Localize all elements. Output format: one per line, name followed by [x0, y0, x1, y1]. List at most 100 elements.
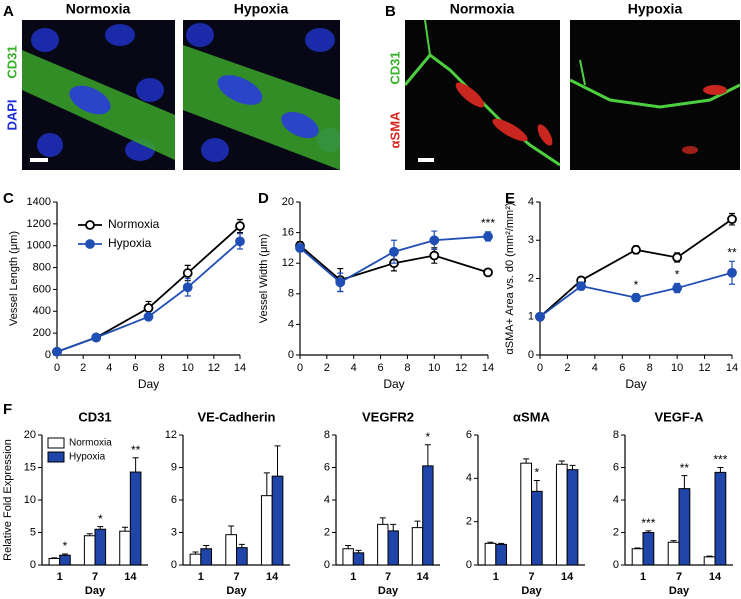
bar [667, 541, 680, 566]
y-tick-label: 800 [33, 261, 51, 273]
marker [631, 292, 641, 303]
x-axis-label: Day [625, 377, 646, 391]
x-tick-label: 8 [159, 362, 165, 374]
marker [182, 268, 193, 278]
annotation: * [98, 512, 103, 526]
marker [295, 242, 305, 253]
y-tick-label: 4 [466, 472, 472, 484]
legend-label: Hypoxia [108, 236, 152, 250]
annotation: * [535, 466, 540, 480]
x-tick-label: 6 [619, 362, 625, 374]
stain-label: αSMA [387, 111, 402, 148]
image-title: Normoxia [450, 1, 515, 17]
bar [342, 548, 354, 566]
marker [535, 311, 545, 322]
annotation: * [63, 539, 68, 553]
bar [703, 556, 716, 566]
y-tick-label: 9 [171, 461, 177, 473]
x-tick-label: 4 [351, 362, 357, 374]
y-tick-label: 0 [288, 349, 294, 361]
y-tick-label: 0 [30, 559, 36, 571]
y-tick-label: 600 [33, 283, 51, 295]
bar [189, 553, 202, 566]
y-tick-label: 8 [288, 288, 294, 300]
y-tick-label: 1200 [27, 218, 51, 230]
bar [642, 532, 655, 566]
bar [555, 463, 568, 566]
y-tick-label: 1 [528, 311, 534, 323]
error-bar [379, 517, 386, 525]
marker [483, 231, 493, 242]
micrograph [183, 20, 340, 170]
y-axis-label: Vessel Width (μm) [258, 234, 270, 323]
y-tick-label: 0 [528, 349, 534, 361]
panel-letter: B [385, 3, 396, 20]
bar [714, 471, 727, 566]
marker [672, 283, 683, 293]
stain-label: CD31 [4, 45, 19, 78]
x-tick-label: 2 [324, 362, 330, 374]
bar [271, 475, 284, 566]
legend-label: Normoxia [69, 438, 112, 449]
y-tick-label: 6 [613, 461, 619, 473]
x-tick-label: 14 [726, 362, 738, 374]
bar [260, 495, 273, 566]
y-tick-label: 4 [324, 494, 330, 506]
error-bar [132, 457, 139, 473]
annotation: * [675, 268, 680, 282]
bar [200, 548, 213, 566]
x-axis-label: Day [383, 377, 404, 391]
chart-title: VEGF-A [654, 409, 704, 424]
bar [236, 547, 248, 566]
chart-title: VE-Cadherin [197, 409, 275, 424]
panel-letter: C [3, 190, 14, 207]
annotation: * [634, 278, 639, 292]
y-tick-label: 0 [324, 559, 330, 571]
error-bar [238, 543, 245, 548]
x-tick-label: 14 [482, 362, 494, 374]
bar [94, 528, 107, 566]
marker [727, 214, 737, 225]
y-tick-label: 2 [466, 516, 472, 528]
marker [429, 250, 440, 261]
annotation: *** [641, 516, 655, 530]
stain-label: CD31 [387, 51, 402, 84]
x-tick-label: 1 [640, 571, 646, 583]
chart-title: VEGFR2 [362, 409, 414, 424]
y-tick-label: 16 [282, 227, 294, 239]
bar [83, 535, 96, 566]
y-tick-label: 5 [30, 526, 36, 538]
bar [484, 542, 497, 566]
x-tick-label: 14 [266, 571, 279, 583]
x-tick-label: 12 [208, 362, 220, 374]
panel-letter: A [3, 3, 14, 20]
x-tick-label: 8 [647, 362, 653, 374]
image-title: Hypoxia [234, 1, 289, 17]
micrograph [22, 20, 175, 170]
error-bar [569, 464, 576, 470]
bar [411, 527, 424, 566]
error-bar [203, 545, 210, 549]
x-tick-label: 0 [537, 362, 543, 374]
x-axis-label: Day [378, 585, 399, 597]
marker [483, 267, 493, 278]
y-tick-label: 1400 [27, 196, 51, 208]
legend-swatch [47, 437, 65, 449]
x-axis-label: Day [521, 585, 542, 597]
micrograph [405, 20, 560, 170]
y-axis-label: αSMA+ Area vs. d0 (mm²/mm²) [504, 202, 516, 354]
marker [631, 244, 641, 255]
legend-label: Hypoxia [69, 452, 106, 463]
y-tick-label: 4 [528, 196, 534, 208]
x-tick-label: 2 [80, 362, 86, 374]
x-tick-label: 14 [417, 571, 430, 583]
error-bar [424, 444, 431, 466]
marker [52, 346, 62, 357]
error-bar [523, 458, 530, 464]
y-tick-label: 1000 [27, 240, 51, 252]
error-bar [558, 460, 565, 465]
bar [377, 523, 389, 566]
marker [143, 311, 154, 322]
legend-label: Normoxia [108, 217, 160, 231]
line [56, 240, 241, 353]
